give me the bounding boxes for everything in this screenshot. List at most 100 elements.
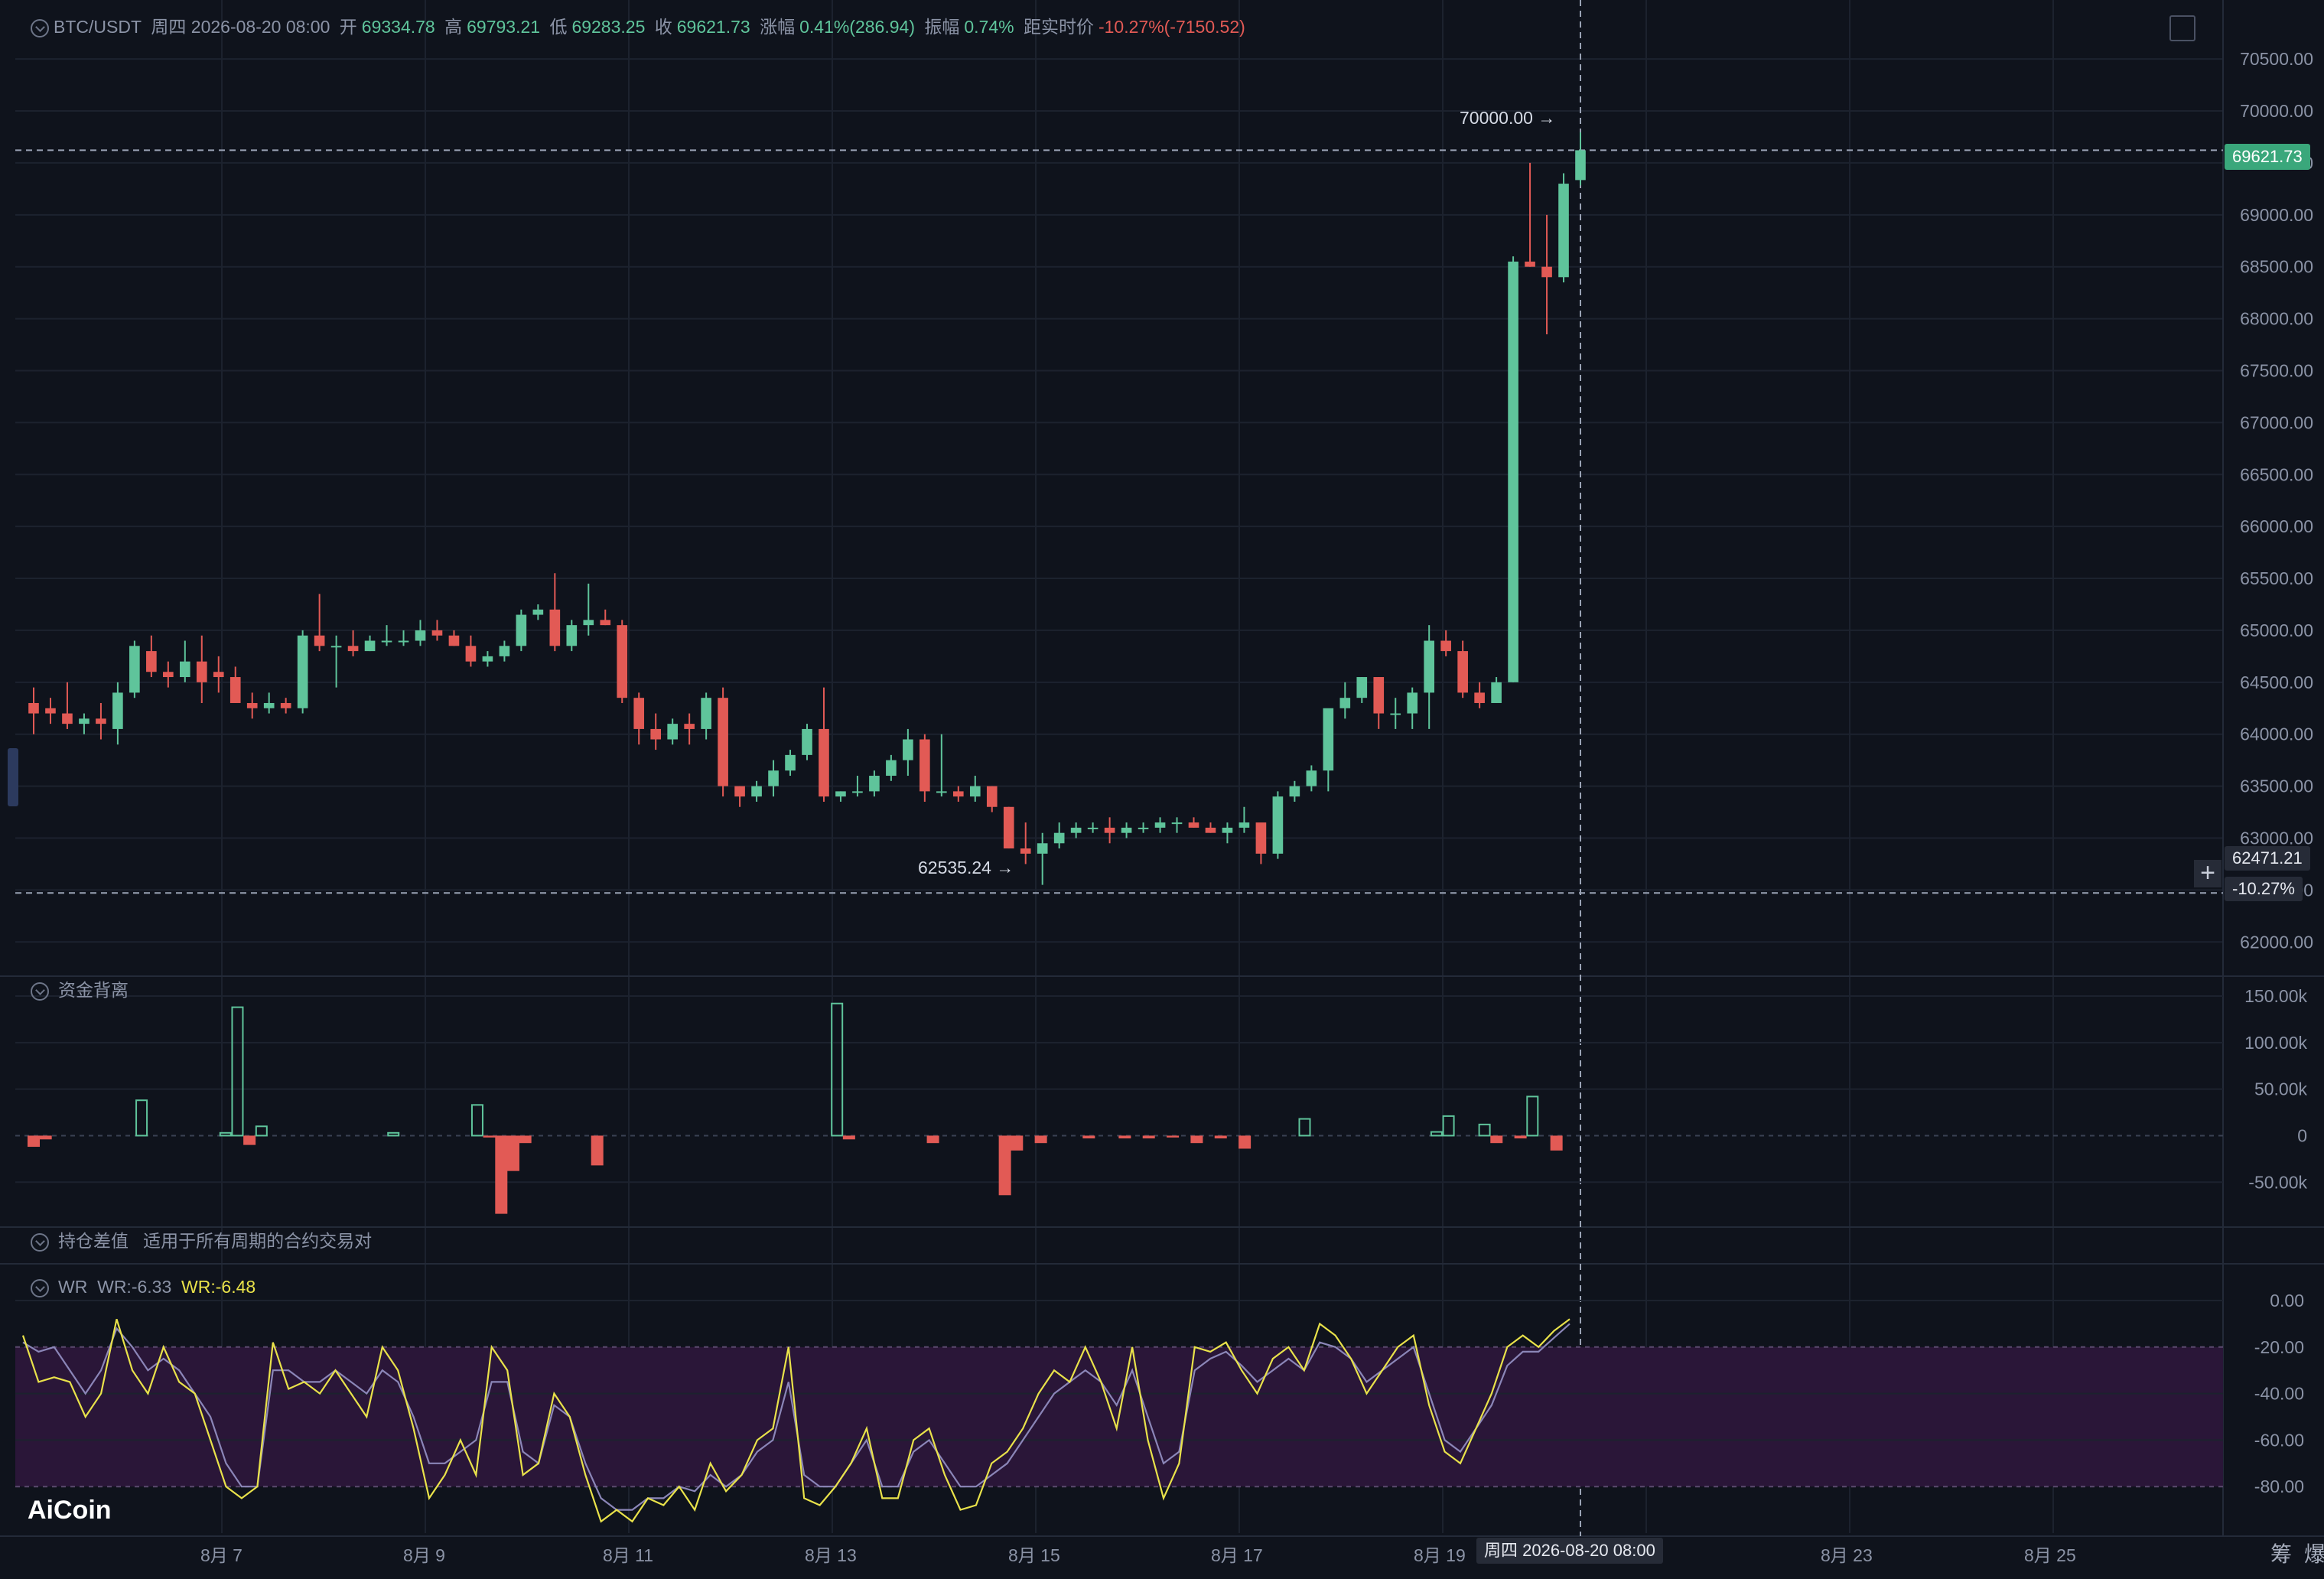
low-value: 69283.25	[571, 17, 646, 37]
wr-tick-label: -40.00	[2254, 1384, 2304, 1404]
fund-divergence-bar	[231, 1006, 244, 1137]
fund-divergence-bar	[1142, 1135, 1155, 1139]
candle-body	[1323, 708, 1334, 771]
candle-body	[1373, 677, 1385, 714]
high-value: 69793.21	[467, 17, 541, 37]
candle-body	[1440, 640, 1451, 652]
left-panel-toggle-handle[interactable]	[8, 748, 18, 806]
candle-body	[1356, 677, 1368, 698]
candle-body	[1188, 822, 1199, 828]
candle-body	[415, 630, 426, 641]
fund-divergence-bar	[483, 1135, 496, 1138]
candle-body	[1525, 261, 1535, 267]
fund-divergence-bar	[591, 1135, 604, 1166]
candle-body	[213, 672, 224, 678]
volume-tick-label: -50.00k	[2248, 1172, 2307, 1192]
candle-body	[1457, 651, 1468, 693]
candle-body	[179, 661, 190, 678]
candle-body	[1289, 786, 1300, 797]
fund-divergence-bar	[387, 1131, 400, 1137]
candle-body	[819, 728, 829, 797]
fund-divergence-bar	[495, 1135, 508, 1214]
candle-body	[1053, 832, 1065, 844]
candle-body	[146, 651, 157, 672]
candle-body	[952, 791, 964, 797]
amplitude-value: 0.74%	[964, 17, 1014, 37]
price-tick-label: 62000.00	[2240, 932, 2313, 952]
price-tick-label: 66000.00	[2240, 516, 2313, 536]
fund-divergence-bar	[1034, 1135, 1047, 1144]
candle-body	[79, 718, 90, 724]
price-tick-label: 64000.00	[2240, 724, 2313, 744]
fund-divergence-bar	[219, 1131, 232, 1137]
candle-body	[1121, 827, 1132, 833]
logo-text: AiCoin	[28, 1496, 112, 1525]
price-tick-label: 66500.00	[2240, 464, 2313, 484]
candle-body	[1390, 713, 1401, 715]
crosshair-time-badge: 周四 2026-08-20 08:00	[1476, 1538, 1663, 1564]
candle-body	[920, 739, 930, 792]
fund-divergence-title: 资金背离	[31, 979, 129, 1001]
open-label: 开	[339, 17, 357, 37]
low-label: 低	[549, 17, 568, 37]
candle-body	[263, 702, 275, 708]
candle-body	[1238, 822, 1250, 828]
candle-body	[532, 609, 544, 615]
fund-divergence-bar	[135, 1099, 148, 1137]
chip-button[interactable]: 筹	[2270, 1542, 2293, 1566]
wr-label: WR	[58, 1277, 88, 1297]
candle-body	[431, 630, 443, 636]
candle-body	[768, 770, 779, 786]
price-tick-label: 68000.00	[2240, 309, 2313, 329]
candle-body	[1491, 682, 1502, 703]
fund-divergence-bar	[1082, 1135, 1095, 1139]
fund-divergence-bar	[255, 1125, 268, 1137]
candle-body	[28, 702, 39, 714]
fund-divergence-bar	[1442, 1115, 1455, 1137]
symbol-label: BTC/USDT	[54, 17, 142, 37]
candle-body	[969, 786, 981, 797]
distance-label: 距实时价	[1023, 17, 1094, 37]
x-axis-label-5: 8月 17	[1211, 1545, 1263, 1565]
collapse-chevron-icon[interactable]	[31, 18, 49, 37]
x-axis-label-7: 8月 23	[1821, 1545, 1873, 1565]
candle-body	[1407, 692, 1418, 714]
wr-fast-line	[21, 1318, 1570, 1523]
collapse-chevron-icon[interactable]	[31, 1232, 49, 1252]
candle-body	[835, 791, 846, 797]
candle-body	[229, 677, 241, 703]
change-value: 0.41%(286.94)	[799, 17, 915, 37]
candle-body	[903, 739, 913, 760]
price-tick-label: 70000.00	[2240, 101, 2313, 121]
liquidation-button[interactable]: 爆	[2304, 1542, 2324, 1566]
collapse-chevron-icon[interactable]	[31, 1278, 49, 1297]
x-axis-label-0: 8月 7	[200, 1545, 242, 1565]
candle-body	[600, 620, 611, 626]
add-alert-plus-icon[interactable]: +	[2194, 860, 2221, 887]
fund-divergence-bar	[1214, 1135, 1227, 1139]
candle-body	[129, 646, 140, 693]
candle-body	[163, 672, 174, 678]
candle-body	[852, 791, 863, 793]
candle-body	[1020, 848, 1031, 854]
price-tick-label: 65000.00	[2240, 620, 2313, 640]
fullscreen-icon[interactable]	[2169, 15, 2195, 41]
open-interest-label: 持仓差值	[58, 1231, 129, 1251]
aicoin-logo: AiCoin	[28, 1495, 112, 1525]
price-tick-label: 68500.00	[2240, 257, 2313, 277]
candle-body	[448, 635, 460, 646]
x-axis-label-3: 8月 13	[805, 1545, 857, 1565]
ohlc-header: BTC/USDT 周四 2026-08-20 08:00 开 69334.78 高…	[31, 15, 1250, 38]
fund-divergence-bar	[1490, 1135, 1503, 1144]
fund-divergence-bar	[1478, 1123, 1491, 1137]
fund-divergence-bar	[842, 1135, 855, 1140]
wr-tick-label: -20.00	[2254, 1337, 2304, 1357]
candle-body	[1171, 822, 1183, 825]
fund-divergence-bar	[1238, 1135, 1252, 1149]
x-axis-label-8: 8月 25	[2024, 1545, 2076, 1565]
fund-divergence-label: 资金背离	[58, 980, 129, 1000]
collapse-chevron-icon[interactable]	[31, 982, 49, 1001]
candle-body	[398, 640, 409, 643]
